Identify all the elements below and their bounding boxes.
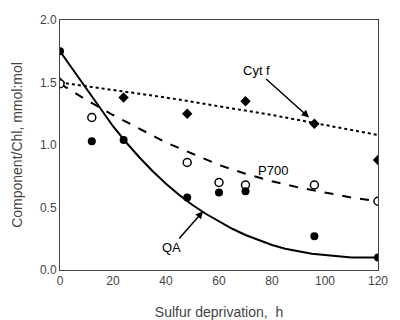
svg-text:20: 20 (106, 274, 120, 288)
svg-text:0.0: 0.0 (40, 263, 57, 277)
svg-text:QA: QA (162, 240, 181, 255)
svg-text:Cyt f: Cyt f (243, 63, 270, 78)
svg-text:0: 0 (57, 274, 64, 288)
svg-text:80: 80 (265, 274, 279, 288)
svg-text:40: 40 (159, 274, 173, 288)
svg-text:1.0: 1.0 (40, 138, 57, 152)
svg-text:2.0: 2.0 (40, 13, 57, 27)
svg-text:Sulfur deprivation, h: Sulfur deprivation, h (155, 304, 283, 320)
svg-text:100: 100 (315, 274, 335, 288)
svg-text:1.5: 1.5 (40, 76, 57, 90)
svg-text:0.5: 0.5 (40, 201, 57, 215)
svg-text:120: 120 (368, 274, 388, 288)
svg-text:Component/Chl, mmol:mol: Component/Chl, mmol:mol (9, 62, 25, 228)
svg-text:P700: P700 (258, 163, 288, 178)
svg-text:60: 60 (212, 274, 226, 288)
